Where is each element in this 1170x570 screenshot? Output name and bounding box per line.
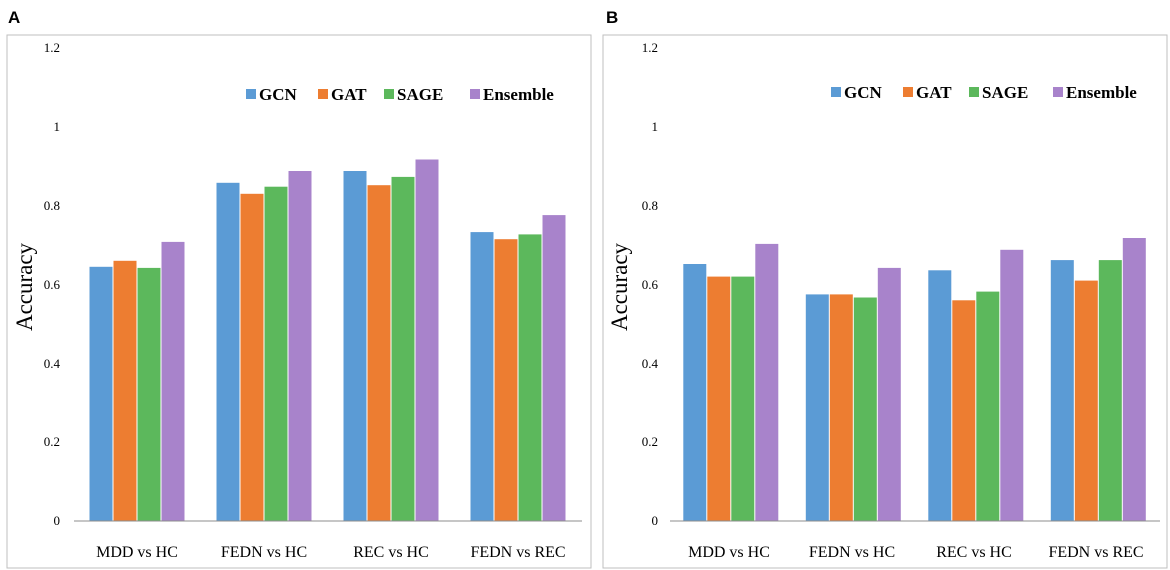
panel-a-legend: GCN GAT SAGE Ensemble	[246, 85, 554, 104]
panel-b-y-tick: 0.2	[642, 434, 658, 449]
panel-b-legend-label-gcn: GCN	[844, 83, 883, 102]
panel-b-x-category: REC vs HC	[936, 544, 1012, 561]
panel-a-frame	[6, 34, 592, 569]
bar-ensemble-fedn-vs-hc	[288, 171, 312, 521]
bar-gcn-mdd-vs-hc	[89, 266, 113, 521]
panel-b-y-tick: 0.4	[642, 356, 659, 371]
panel-b-legend-swatch-ensemble	[1053, 87, 1063, 97]
bar-ensemble-rec-vs-hc	[1000, 249, 1024, 522]
panel-a-x-category: FEDN vs HC	[221, 544, 307, 561]
bar-sage-fedn-vs-hc	[264, 186, 288, 521]
panel-b-y-tick: 1	[652, 119, 659, 134]
bar-gat-fedn-vs-hc	[829, 294, 853, 521]
panel-a-bars	[89, 159, 566, 522]
bar-gat-rec-vs-hc	[367, 185, 391, 521]
bar-sage-mdd-vs-hc	[731, 276, 755, 521]
panel-b-x-category: MDD vs HC	[688, 544, 770, 561]
panel-a-y-tick: 1	[54, 119, 61, 134]
bar-gcn-rec-vs-hc	[343, 171, 367, 521]
bar-ensemble-fedn-vs-rec	[1122, 238, 1146, 521]
panel-a-x-category: MDD vs HC	[96, 544, 178, 561]
panel-b: B Accuracy 1.2 1 0.8 0.6 0.4 0.2 0 MDD v…	[602, 8, 1168, 569]
panel-a-y-tick: 0	[54, 513, 61, 528]
bar-gcn-fedn-vs-rec	[1050, 260, 1074, 521]
bar-gat-mdd-vs-hc	[707, 276, 731, 521]
bar-gat-fedn-vs-rec	[494, 239, 518, 521]
panel-a-y-tick: 1.2	[44, 40, 60, 55]
panel-a: A Accuracy 1.2 1 0.8 0.6 0.4 0.2 0 MDD v…	[6, 8, 592, 569]
panel-a-letter: A	[8, 8, 20, 27]
bar-gat-fedn-vs-hc	[240, 193, 264, 522]
panel-a-x-category: FEDN vs REC	[470, 544, 565, 561]
bar-gat-fedn-vs-rec	[1074, 280, 1098, 521]
bar-gat-mdd-vs-hc	[113, 260, 137, 521]
panel-b-legend-swatch-gcn	[831, 87, 841, 97]
panel-b-x-category: FEDN vs REC	[1048, 544, 1143, 561]
panel-b-y-tick: 0	[652, 513, 659, 528]
panel-b-legend: GCN GAT SAGE Ensemble	[831, 83, 1137, 102]
bar-ensemble-rec-vs-hc	[415, 159, 439, 521]
panel-a-legend-swatch-gcn	[246, 89, 256, 99]
bar-sage-mdd-vs-hc	[137, 267, 161, 521]
panel-b-frame	[602, 34, 1168, 569]
bar-sage-fedn-vs-rec	[518, 234, 542, 521]
bar-gcn-fedn-vs-rec	[470, 232, 494, 521]
bar-gcn-mdd-vs-hc	[683, 264, 707, 521]
bar-sage-rec-vs-hc	[391, 176, 415, 521]
bar-sage-rec-vs-hc	[976, 291, 1000, 521]
panel-b-legend-label-sage: SAGE	[982, 83, 1028, 102]
panel-b-x-category: FEDN vs HC	[809, 544, 895, 561]
bar-gcn-rec-vs-hc	[928, 270, 952, 521]
bar-sage-fedn-vs-rec	[1098, 260, 1122, 521]
panel-a-legend-swatch-gat	[318, 89, 328, 99]
panel-a-legend-swatch-ensemble	[470, 89, 480, 99]
panel-a-y-tick: 0.8	[44, 198, 60, 213]
panel-a-legend-label-sage: SAGE	[397, 85, 443, 104]
panel-a-legend-swatch-sage	[384, 89, 394, 99]
panel-b-y-tick: 0.8	[642, 198, 658, 213]
bar-ensemble-fedn-vs-hc	[877, 267, 901, 521]
panel-b-letter: B	[606, 8, 618, 27]
bar-ensemble-mdd-vs-hc	[161, 241, 185, 521]
panel-b-legend-swatch-gat	[903, 87, 913, 97]
panel-a-legend-label-gcn: GCN	[259, 85, 298, 104]
panel-a-legend-label-ensemble: Ensemble	[483, 85, 554, 104]
panel-b-legend-label-gat: GAT	[916, 83, 952, 102]
panel-b-y-tick: 1.2	[642, 40, 658, 55]
panel-b-y-tick: 0.6	[642, 277, 659, 292]
bar-gcn-fedn-vs-hc	[216, 182, 240, 522]
bar-ensemble-mdd-vs-hc	[755, 243, 779, 521]
bar-gcn-fedn-vs-hc	[805, 294, 829, 521]
panel-b-bars	[683, 238, 1146, 522]
panel-b-legend-label-ensemble: Ensemble	[1066, 83, 1137, 102]
bar-ensemble-fedn-vs-rec	[542, 215, 566, 521]
bar-sage-fedn-vs-hc	[853, 297, 877, 521]
panel-b-legend-swatch-sage	[969, 87, 979, 97]
panel-a-y-tick: 0.2	[44, 434, 60, 449]
panel-a-x-category: REC vs HC	[353, 544, 429, 561]
panel-a-y-tick: 0.6	[44, 277, 61, 292]
panel-a-legend-label-gat: GAT	[331, 85, 367, 104]
bar-gat-rec-vs-hc	[952, 300, 976, 521]
panel-a-y-axis-label: Accuracy	[12, 242, 37, 331]
panel-a-y-tick: 0.4	[44, 356, 61, 371]
panel-b-y-axis-label: Accuracy	[607, 242, 632, 331]
